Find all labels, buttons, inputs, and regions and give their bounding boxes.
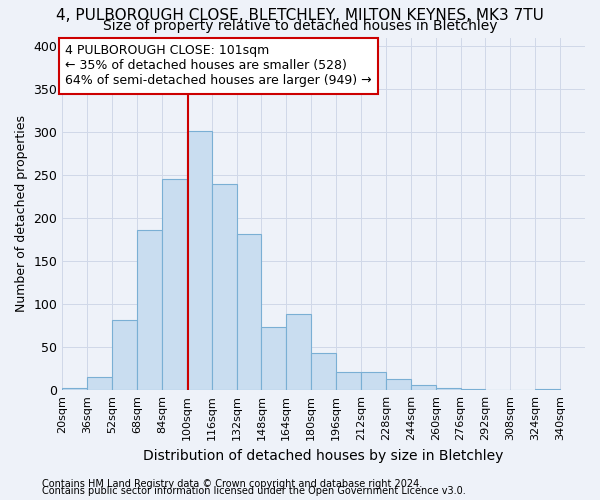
Text: Size of property relative to detached houses in Bletchley: Size of property relative to detached ho… <box>103 19 497 33</box>
Text: Contains public sector information licensed under the Open Government Licence v3: Contains public sector information licen… <box>42 486 466 496</box>
Bar <box>336 372 361 390</box>
Bar <box>361 372 386 390</box>
Bar <box>411 385 436 390</box>
Bar <box>212 184 236 390</box>
X-axis label: Distribution of detached houses by size in Bletchley: Distribution of detached houses by size … <box>143 448 504 462</box>
Bar <box>137 230 162 390</box>
Bar <box>187 132 212 390</box>
Bar <box>311 353 336 390</box>
Text: 4, PULBOROUGH CLOSE, BLETCHLEY, MILTON KEYNES, MK3 7TU: 4, PULBOROUGH CLOSE, BLETCHLEY, MILTON K… <box>56 8 544 22</box>
Bar <box>286 314 311 390</box>
Text: 4 PULBOROUGH CLOSE: 101sqm
← 35% of detached houses are smaller (528)
64% of sem: 4 PULBOROUGH CLOSE: 101sqm ← 35% of deta… <box>65 44 372 88</box>
Bar <box>386 379 411 390</box>
Y-axis label: Number of detached properties: Number of detached properties <box>15 116 28 312</box>
Bar <box>236 234 262 390</box>
Bar <box>62 388 87 390</box>
Bar <box>436 388 461 390</box>
Bar <box>87 378 112 390</box>
Bar <box>262 326 286 390</box>
Bar <box>112 320 137 390</box>
Bar <box>162 180 187 390</box>
Text: Contains HM Land Registry data © Crown copyright and database right 2024.: Contains HM Land Registry data © Crown c… <box>42 479 422 489</box>
